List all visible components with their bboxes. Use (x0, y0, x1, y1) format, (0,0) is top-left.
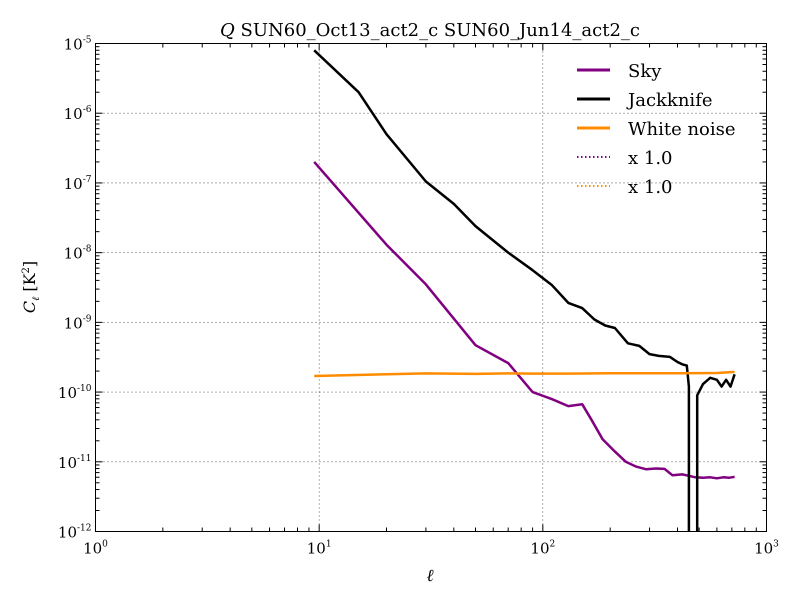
x-tick-label: 100 (83, 540, 108, 558)
y-tick-label: 10-7 (64, 175, 92, 193)
series-line-jackknife (313, 49, 736, 532)
y-axis-label-unit-open: [K (20, 272, 39, 296)
y-tick-label: 10-9 (64, 314, 92, 332)
chart-title: Q SUN60_Oct13_act2_c SUN60_Jun14_act2_c (220, 20, 640, 41)
legend-label-noise-scale: x 1.0 (628, 177, 673, 198)
legend: Sky Jackknife White noise x 1.0 x 1.0 (577, 61, 736, 198)
y-axis-label-symbol: C (20, 301, 39, 313)
y-tick-label: 10-6 (64, 105, 92, 123)
y-tick-label: 10-5 (64, 36, 92, 54)
legend-label-sky: Sky (628, 61, 662, 82)
x-tick-label: 103 (754, 540, 779, 558)
plot-frame (95, 43, 767, 532)
title-symbol: Q (220, 20, 235, 41)
title-rest: SUN60_Oct13_act2_c SUN60_Jun14_act2_c (235, 20, 640, 41)
series-layer (313, 49, 736, 532)
y-axis-label-subscript: ℓ (31, 297, 42, 301)
legend-label-white-noise: White noise (628, 119, 736, 140)
x-tick-label: 102 (530, 540, 555, 558)
series-line-white-noise (314, 370, 735, 378)
legend-label-jackknife: Jackknife (626, 90, 713, 111)
y-tick-label: 10-10 (58, 384, 92, 402)
y-tick-label: 10-12 (58, 524, 92, 542)
ticks (95, 43, 767, 532)
x-axis-label: ℓ (426, 566, 433, 586)
y-axis-label-unit-exponent: 2 (21, 267, 32, 273)
y-axis-label-unit-close: ] (20, 261, 39, 267)
y-tick-label: 10-11 (58, 454, 92, 472)
grid (95, 43, 767, 532)
y-tick-label: 10-8 (64, 245, 92, 263)
legend-label-sky-scale: x 1.0 (628, 148, 673, 169)
y-tick-labels: 10-12 10-11 10-10 10-9 10-8 10-7 10-6 10-5 (58, 36, 92, 542)
y-axis-label: Cℓ [K2] (20, 261, 42, 313)
x-tick-label: 101 (307, 540, 332, 558)
x-tick-labels: 100 101 102 103 (83, 540, 779, 558)
